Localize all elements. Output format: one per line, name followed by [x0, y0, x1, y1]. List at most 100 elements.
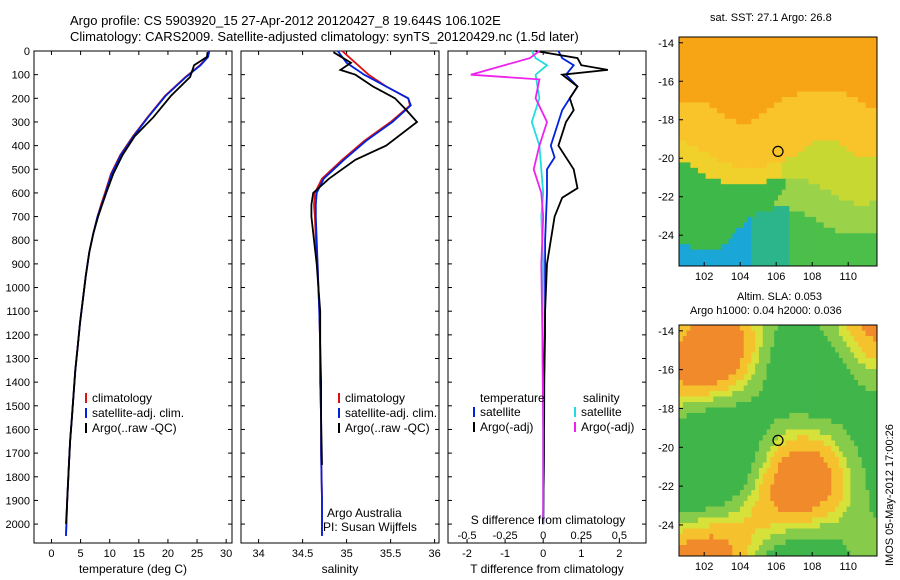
- map-cell: [857, 47, 863, 54]
- map-cell: [755, 140, 760, 147]
- map-cell: [770, 512, 775, 518]
- map-cell: [758, 534, 764, 540]
- series-line-4: [470, 50, 548, 525]
- map-cell: [698, 91, 703, 98]
- map-cell: [705, 550, 710, 557]
- map-cell: [854, 47, 859, 54]
- map-cell: [842, 249, 847, 256]
- map-cell: [736, 539, 741, 546]
- map-cell: [747, 385, 752, 392]
- map-cell: [770, 539, 775, 546]
- map-cell: [713, 325, 718, 331]
- map-cell: [785, 325, 790, 331]
- map-cell: [755, 113, 760, 120]
- map-cell: [854, 80, 859, 87]
- map-cell: [713, 227, 718, 234]
- map-cell: [827, 358, 832, 364]
- map-cell: [720, 102, 726, 109]
- map-cell: [720, 75, 726, 82]
- map-cell: [800, 325, 806, 331]
- map-cell: [679, 517, 684, 524]
- map-cell: [827, 363, 832, 370]
- map-cell: [766, 539, 771, 546]
- map-cell: [861, 352, 866, 359]
- map-cell: [739, 222, 745, 229]
- map-cell: [743, 173, 748, 180]
- map-cell: [755, 374, 760, 381]
- map-cell: [717, 336, 722, 342]
- map-cell: [854, 227, 859, 234]
- map-cell: [694, 249, 699, 256]
- map-cell: [755, 206, 760, 212]
- map-cell: [785, 206, 790, 212]
- map-cell: [846, 468, 851, 474]
- map-cell: [816, 391, 821, 397]
- map-cell: [682, 206, 688, 212]
- map-cell: [739, 53, 745, 60]
- map-cell: [789, 178, 794, 185]
- map-cell: [736, 473, 741, 480]
- map-cell: [778, 501, 783, 507]
- map-cell: [819, 369, 825, 375]
- map-cell: [701, 249, 707, 256]
- map-cell: [747, 352, 752, 359]
- map-cell: [758, 42, 764, 49]
- map-cell: [709, 330, 714, 337]
- map-cell: [751, 167, 756, 174]
- map-cell: [778, 407, 783, 414]
- map-cell: [705, 369, 710, 375]
- map-cell: [679, 413, 684, 419]
- map-cell: [873, 396, 878, 403]
- map-cell: [747, 102, 752, 109]
- map-cell: [800, 424, 806, 430]
- map-cell: [743, 260, 748, 267]
- map-cell: [751, 200, 756, 207]
- map-cell: [861, 216, 866, 223]
- map-cell: [724, 140, 729, 147]
- map-cell: [679, 506, 684, 513]
- map-cell: [850, 140, 855, 147]
- map-cell: [854, 352, 859, 359]
- map-cell: [819, 178, 825, 185]
- map-cell: [842, 550, 847, 557]
- float-location-marker: [772, 434, 784, 446]
- map-cell: [812, 545, 817, 551]
- map-cell: [804, 118, 809, 125]
- map-cell: [778, 484, 783, 491]
- map-cell: [774, 462, 779, 469]
- map-cell: [774, 380, 779, 386]
- map-cell: [739, 429, 745, 436]
- map-cell: [701, 512, 707, 518]
- map-cell: [827, 86, 832, 92]
- map-cell: [739, 396, 745, 403]
- map-cell: [835, 352, 840, 359]
- map-cell: [690, 91, 695, 98]
- map-cell: [838, 80, 844, 87]
- map-cell: [770, 238, 775, 245]
- map-cell: [838, 249, 844, 256]
- map-cell: [816, 429, 821, 436]
- map-cell: [743, 369, 748, 375]
- map-cell: [686, 358, 691, 364]
- map-cell: [762, 178, 767, 185]
- map-cell: [698, 523, 703, 529]
- map-cell: [869, 135, 874, 141]
- map-cell: [831, 391, 836, 397]
- map-cell: [778, 238, 783, 245]
- map-cell: [781, 216, 787, 223]
- map-cell: [854, 534, 859, 540]
- map-cell: [690, 184, 695, 191]
- map-cell: [698, 479, 703, 485]
- map-cell: [831, 457, 836, 463]
- map-cell: [838, 211, 844, 218]
- map-cell: [694, 352, 699, 359]
- map-cell: [827, 374, 832, 381]
- map-cell: [736, 506, 741, 513]
- map-cell: [724, 189, 729, 196]
- map-cell: [808, 363, 813, 370]
- map-cell: [755, 222, 760, 229]
- map-cell: [857, 151, 863, 158]
- map-cell: [739, 96, 745, 103]
- map-cell: [755, 385, 760, 392]
- map-cell: [682, 118, 688, 125]
